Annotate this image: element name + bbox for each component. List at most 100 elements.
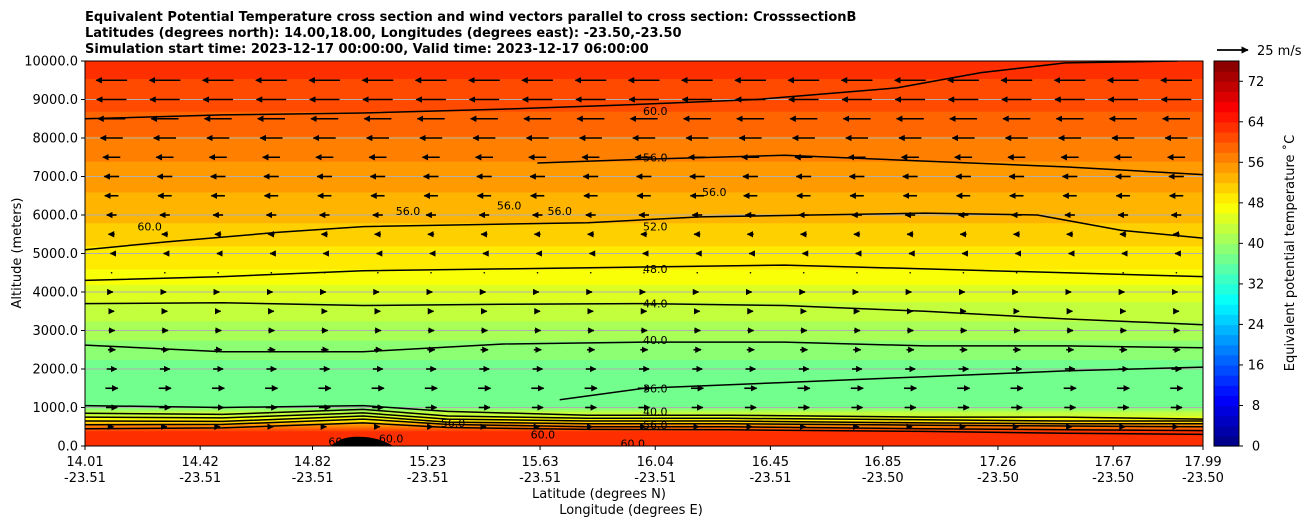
field-band [85, 62, 1203, 66]
wind-vector [110, 271, 113, 274]
field-band [85, 376, 1203, 380]
colorbar-segment [1214, 202, 1239, 214]
colorbar-segment [1214, 283, 1239, 295]
colorbar-segment [1214, 172, 1239, 184]
field-band [85, 166, 1203, 170]
field-band [85, 112, 1203, 116]
y-tick-label: 2000.0 [33, 363, 79, 378]
field-band [85, 122, 1203, 126]
y-tick-label: 4000.0 [33, 286, 79, 301]
field-band [85, 84, 1203, 87]
field-band [85, 305, 1203, 308]
field-band [85, 64, 1203, 68]
contour-label: 52.0 [643, 221, 668, 234]
contour-label: 56.0 [643, 151, 668, 164]
x-tick-label-lon: -23.51 [292, 471, 334, 486]
colorbar-segment [1214, 324, 1239, 336]
x-tick-label-lat: 15.63 [521, 455, 558, 470]
field-band [85, 168, 1203, 172]
field-band [85, 191, 1203, 195]
field-band [85, 209, 1203, 212]
colorbar-segment [1214, 314, 1239, 326]
field-band [85, 151, 1203, 154]
colorbar-segment [1214, 111, 1239, 123]
field-band [85, 220, 1203, 224]
field-band [85, 353, 1203, 357]
field-band [85, 278, 1203, 282]
y-tick-label: 8000.0 [33, 132, 79, 147]
field-band [85, 163, 1203, 166]
field-band [85, 372, 1203, 376]
field-band [85, 238, 1203, 241]
wind-vector [430, 271, 432, 274]
field-band [85, 107, 1203, 110]
colorbar-frame [1213, 60, 1240, 447]
field-band [85, 159, 1203, 162]
colorbar-segment [1214, 405, 1239, 417]
contour-line [85, 264, 1203, 282]
colorbar-segment [1214, 182, 1239, 194]
field-band [85, 226, 1203, 230]
field-band [85, 430, 1203, 434]
field-band [85, 186, 1203, 189]
colorbar-segment [1214, 375, 1239, 386]
colorbar-segment [1214, 354, 1239, 366]
field-band [85, 261, 1203, 264]
field-band [85, 334, 1203, 337]
field-band [85, 124, 1203, 128]
field-band [85, 343, 1203, 347]
field-band [85, 224, 1203, 228]
colorbar-segment [1214, 223, 1239, 234]
field-band [85, 228, 1203, 231]
field-band [85, 66, 1203, 70]
field-band [85, 303, 1203, 307]
field-band [85, 394, 1203, 397]
wind-vector [643, 271, 645, 274]
x-axis: 14.01-23.5114.42-23.5114.82-23.5115.23-2… [64, 446, 1224, 486]
wind-vector [962, 271, 965, 274]
colorbar-segment [1214, 395, 1239, 407]
contour-label: 56.0 [396, 205, 421, 218]
y-tick-label: 10000.0 [24, 55, 78, 70]
field-band [85, 109, 1203, 112]
field-band [85, 276, 1203, 280]
field-band [85, 201, 1203, 205]
wind-vector [270, 271, 273, 274]
x-tick-label-lat: 17.26 [979, 455, 1016, 470]
x-tick-label-lat: 15.23 [409, 455, 446, 470]
field-band [85, 432, 1203, 436]
y-tick-label: 7000.0 [33, 170, 79, 185]
field-band [85, 170, 1203, 174]
colorbar-tick-label: 48 [1248, 196, 1265, 211]
field-band [85, 139, 1203, 143]
x-tick-label-lon: -23.50 [977, 471, 1019, 486]
field-band [85, 149, 1203, 153]
x-tick-label-lon: -23.51 [749, 471, 791, 486]
y-axis: 0.0 1000.0 2000.0 3000.0 4000.0 5000.0 6000.0 7… [24, 55, 85, 455]
contour-line [85, 212, 1203, 251]
field-band [85, 397, 1203, 401]
field-band [85, 355, 1203, 359]
contour-label: 60.0 [137, 221, 162, 234]
wind-vector [217, 271, 219, 274]
contour-line [559, 366, 1203, 401]
x-axis-label-lat: Latitude (degrees N) [532, 487, 666, 502]
x-tick-label-lon: -23.51 [519, 471, 561, 486]
colorbar-segment [1214, 192, 1239, 204]
field-band [85, 130, 1203, 133]
field-band [85, 95, 1203, 99]
colorbar-tick-label: 0 [1252, 440, 1260, 455]
x-tick-label-lon: -23.51 [64, 471, 106, 486]
contour-label: 44.0 [643, 298, 668, 311]
contour-line [537, 154, 1203, 176]
field-band [85, 263, 1203, 266]
terrain-bump [332, 436, 393, 446]
field-band [85, 74, 1203, 77]
field-band [85, 297, 1203, 301]
field-band [85, 434, 1203, 437]
wind-vector [802, 271, 805, 274]
field-band [85, 182, 1203, 185]
field-band [85, 240, 1203, 243]
colorbar-segment [1214, 263, 1239, 275]
field-band [85, 126, 1203, 129]
